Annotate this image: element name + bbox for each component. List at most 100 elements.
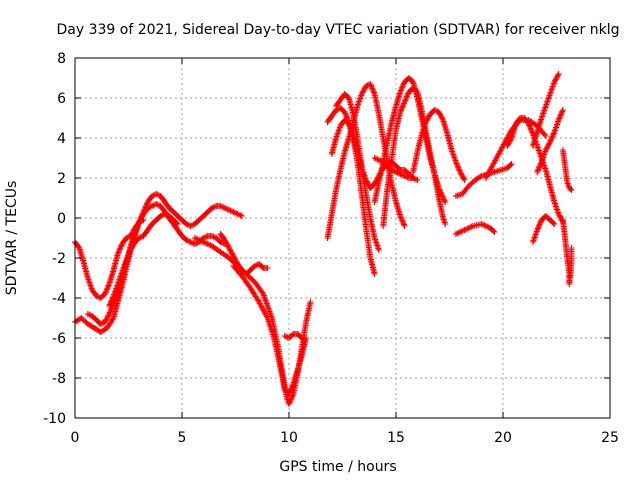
- data-point: [397, 87, 404, 94]
- data-point: [129, 243, 136, 249]
- data-point: [544, 143, 551, 149]
- data-point: [437, 111, 444, 118]
- data-point: [423, 117, 430, 124]
- data-point: [105, 282, 112, 289]
- data-point: [484, 223, 491, 230]
- data-point: [287, 388, 294, 395]
- data-point: [550, 220, 557, 226]
- data-point: [286, 401, 292, 407]
- data-point: [161, 211, 168, 217]
- data-point: [287, 398, 294, 405]
- data-point: [457, 229, 464, 235]
- series-arc-2: [72, 191, 245, 335]
- data-point: [106, 311, 113, 317]
- data-point: [556, 212, 563, 219]
- data-point: [105, 312, 112, 319]
- x-axis-label: GPS time / hours: [279, 459, 396, 475]
- data-point: [198, 238, 205, 245]
- data-point: [478, 221, 485, 227]
- data-point: [217, 203, 224, 209]
- data-point: [194, 236, 201, 243]
- data-point: [220, 204, 227, 211]
- data-point: [105, 283, 112, 290]
- data-point: [551, 221, 558, 227]
- data-point: [342, 111, 349, 118]
- data-point: [201, 234, 208, 241]
- data-point: [556, 114, 563, 121]
- data-point: [136, 219, 143, 225]
- data-point: [555, 71, 562, 77]
- data-point: [367, 81, 374, 87]
- data-point: [251, 263, 258, 269]
- data-point: [210, 233, 217, 240]
- data-point: [342, 110, 349, 117]
- data-point: [452, 159, 459, 165]
- data-point: [399, 104, 406, 111]
- data-point: [109, 295, 116, 302]
- data-point: [107, 300, 114, 307]
- data-point: [431, 107, 438, 113]
- data-point: [134, 223, 141, 230]
- data-point: [197, 237, 204, 244]
- data-point: [341, 109, 348, 115]
- series-arc-7: [230, 263, 310, 397]
- data-point: [288, 395, 295, 402]
- data-point: [117, 243, 124, 250]
- data-point: [438, 190, 445, 197]
- x-tick-label: 15: [387, 430, 405, 446]
- y-tick-label: 8: [57, 51, 66, 67]
- y-tick-label: -4: [52, 291, 66, 307]
- data-point: [397, 213, 404, 219]
- data-point: [153, 191, 160, 197]
- series-arc-21: [529, 213, 558, 245]
- data-point: [102, 289, 109, 296]
- data-point: [394, 169, 401, 176]
- data-point: [149, 203, 156, 209]
- data-point: [454, 163, 461, 170]
- data-point: [555, 117, 562, 123]
- data-point: [554, 73, 561, 80]
- data-point: [217, 239, 224, 245]
- data-point: [398, 86, 405, 93]
- data-point: [437, 113, 444, 119]
- data-point: [286, 399, 293, 406]
- data-point: [343, 113, 350, 120]
- data-point: [400, 101, 407, 108]
- data-point: [536, 164, 543, 171]
- data-point: [401, 99, 408, 105]
- data-point: [544, 144, 551, 151]
- data-point: [457, 169, 464, 175]
- data-point: [287, 396, 294, 403]
- data-point: [461, 177, 468, 183]
- data-point: [505, 140, 512, 147]
- data-point: [234, 211, 241, 217]
- data-point: [541, 131, 548, 138]
- data-point: [226, 246, 233, 253]
- axis-ticks: 0 5 10 15 20 25 -10 -8 -6 -4 -2 0 2 4 6 8: [43, 51, 619, 446]
- data-point: [287, 386, 294, 393]
- data-point: [414, 177, 421, 183]
- data-point: [236, 211, 243, 218]
- data-point: [543, 145, 550, 152]
- y-tick-label: 6: [57, 91, 66, 107]
- data-point: [115, 249, 122, 256]
- data-point: [432, 107, 439, 114]
- data-point: [223, 241, 230, 247]
- data-point: [528, 126, 535, 133]
- data-point: [206, 241, 213, 248]
- data-point: [460, 175, 467, 182]
- data-point: [555, 211, 562, 217]
- data-point: [568, 245, 575, 251]
- data-point: [109, 316, 116, 323]
- data-point: [441, 197, 448, 204]
- data-point: [149, 193, 156, 199]
- data-point: [525, 121, 532, 127]
- data-point: [534, 169, 541, 175]
- data-point: [403, 94, 410, 101]
- data-point: [84, 311, 91, 317]
- data-point: [534, 225, 541, 232]
- data-point: [465, 225, 472, 231]
- data-point: [424, 116, 431, 123]
- y-tick-label: -10: [43, 411, 66, 427]
- y-tick-label: 4: [57, 131, 66, 147]
